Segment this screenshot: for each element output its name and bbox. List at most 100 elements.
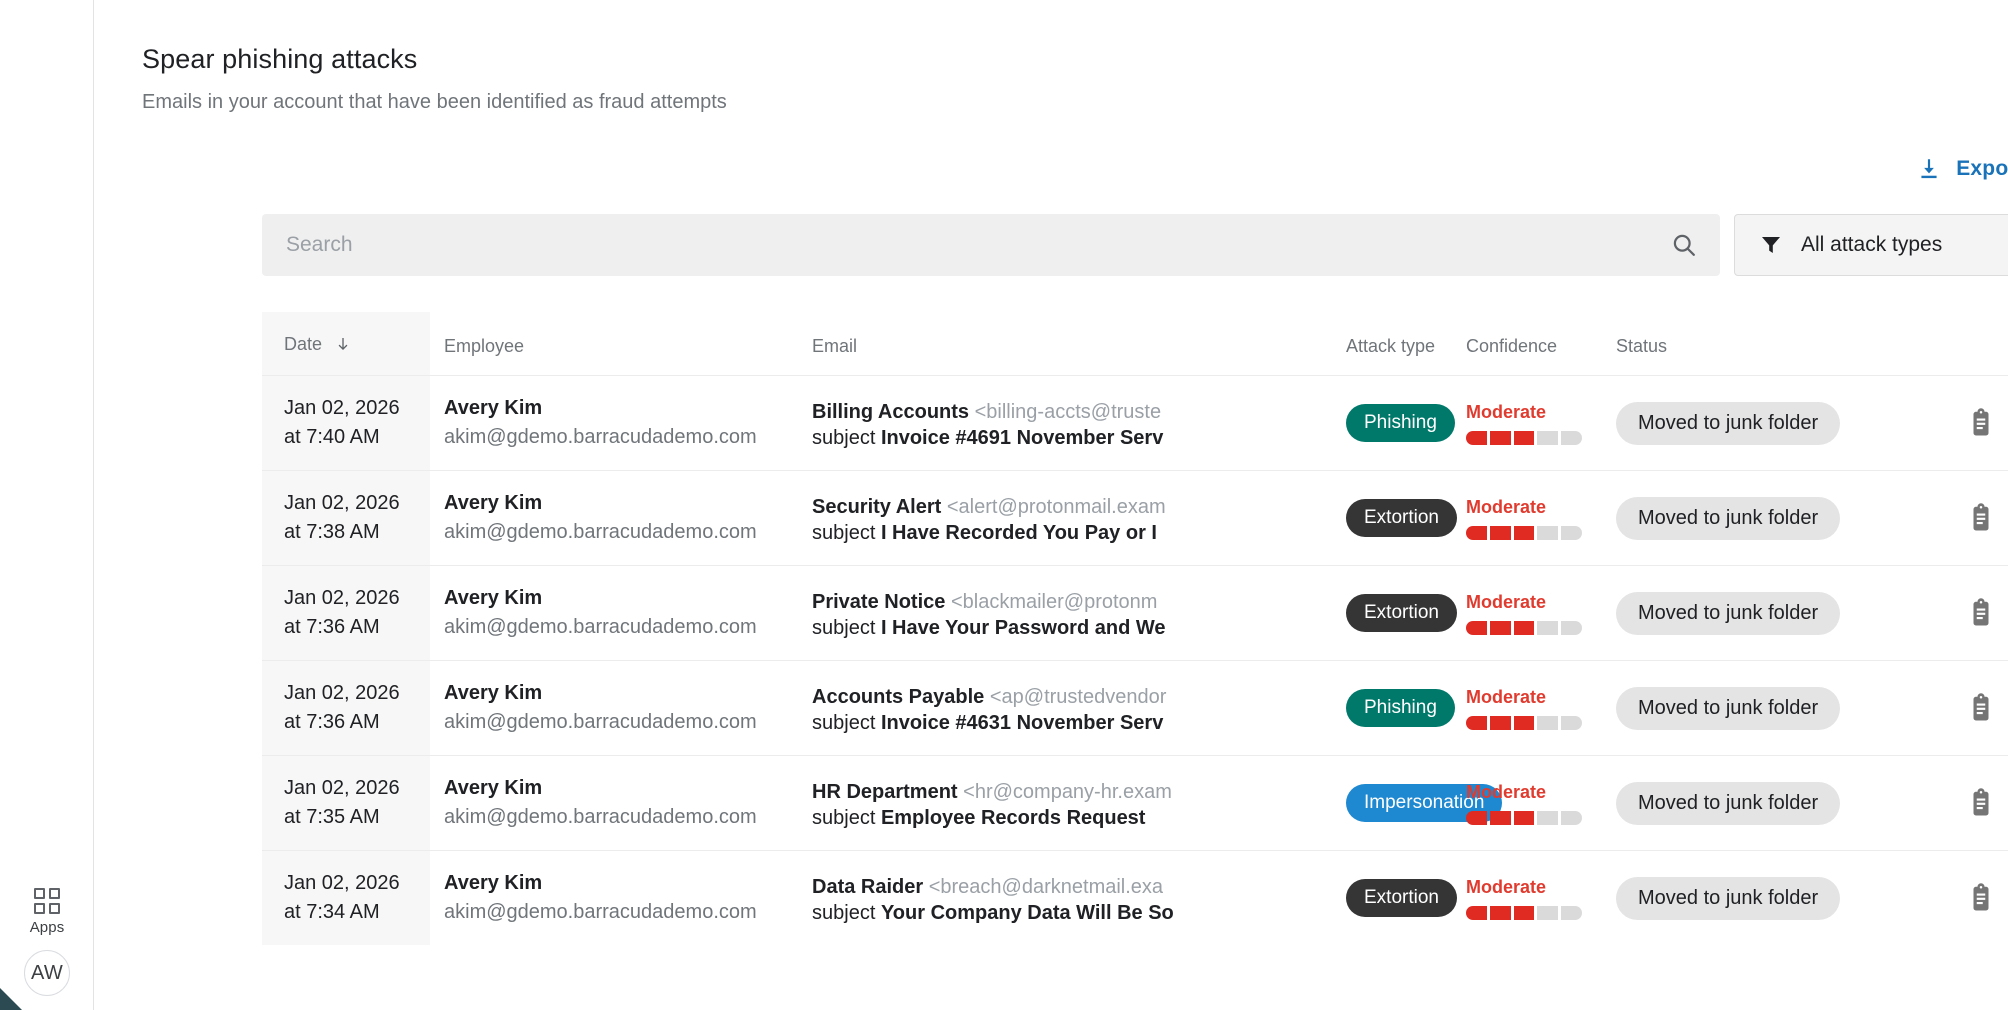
subject-label: subject bbox=[812, 521, 881, 544]
corner-accent bbox=[0, 988, 22, 1010]
cell-email: Security Alert <alert@protonmail.exam sub… bbox=[798, 470, 1346, 566]
confidence-segment bbox=[1489, 430, 1511, 445]
column-header-date[interactable]: Date bbox=[262, 312, 430, 376]
table-row[interactable]: Jan 02, 2026 at 7:36 AM Avery Kim akim@gdem… bbox=[262, 565, 2008, 661]
date-line-2: at 7:35 AM bbox=[284, 806, 380, 828]
column-header-confidence[interactable]: Confidence bbox=[1466, 336, 1558, 356]
clipboard-report-icon[interactable] bbox=[1966, 883, 1996, 913]
employee-email: akim@gdemo.barracudademo.com bbox=[444, 711, 757, 733]
cell-status: Moved to junk folder bbox=[1616, 470, 1936, 566]
search-box[interactable] bbox=[262, 214, 1720, 276]
confidence-label: Moderate bbox=[1466, 401, 1547, 422]
export-row: Export to CSV bbox=[94, 156, 2008, 182]
email-clip: Accounts Payable <ap@trustedvendor subjec… bbox=[812, 682, 1334, 735]
cell-actions bbox=[1936, 375, 2008, 471]
cell-confidence: Moderate bbox=[1466, 375, 1616, 471]
email-sender-name: HR Department bbox=[812, 780, 964, 803]
email-clip: Security Alert <alert@protonmail.exam sub… bbox=[812, 492, 1334, 545]
confidence-segment bbox=[1561, 715, 1582, 730]
cell-actions bbox=[1936, 470, 2008, 566]
status-badge: Moved to junk folder bbox=[1616, 591, 1841, 635]
email-sender-line: Data Raider <breach@darknetmail.exa bbox=[812, 872, 1334, 902]
table-row[interactable]: Jan 02, 2026 at 7:36 AM Avery Kim akim@gdem… bbox=[262, 660, 2008, 756]
table-row[interactable]: Jan 02, 2026 at 7:35 AM Avery Kim akim@gdem… bbox=[262, 755, 2008, 851]
confidence-label: Moderate bbox=[1466, 686, 1547, 707]
search-input[interactable] bbox=[286, 233, 1670, 257]
email-subject: Employee Records Request bbox=[880, 806, 1146, 829]
search-icon[interactable] bbox=[1670, 231, 1698, 259]
attack-type-badge: Phishing bbox=[1346, 404, 1455, 442]
email-sender-address: <ap@trustedvendor bbox=[989, 685, 1167, 708]
confidence-meter bbox=[1466, 430, 1582, 445]
confidence-segment bbox=[1466, 905, 1487, 920]
employee-name: Avery Kim bbox=[444, 492, 543, 514]
clipboard-report-icon[interactable] bbox=[1966, 408, 1996, 438]
cell-actions bbox=[1936, 565, 2008, 661]
download-icon bbox=[1916, 156, 1942, 182]
filters-bar: All attack types bbox=[94, 214, 2008, 276]
employee-name: Avery Kim bbox=[444, 777, 543, 799]
clipboard-report-icon[interactable] bbox=[1966, 598, 1996, 628]
cell-status: Moved to junk folder bbox=[1616, 375, 1936, 471]
date-line-2: at 7:36 AM bbox=[284, 616, 380, 638]
subject-label: subject bbox=[812, 806, 881, 829]
confidence-segment bbox=[1489, 810, 1511, 825]
clipboard-report-icon[interactable] bbox=[1966, 693, 1996, 723]
employee-name: Avery Kim bbox=[444, 587, 543, 609]
email-clip: Billing Accounts <billing-accts@truste su… bbox=[812, 397, 1334, 450]
table-row[interactable]: Jan 02, 2026 at 7:38 AM Avery Kim akim@gdem… bbox=[262, 470, 2008, 566]
email-subject-line: subject I Have Your Password and We bbox=[812, 617, 1334, 640]
employee-email: akim@gdemo.barracudademo.com bbox=[444, 521, 757, 543]
cell-date: Jan 02, 2026 at 7:36 AM bbox=[262, 565, 430, 661]
email-subject-line: subject I Have Recorded You Pay or I bbox=[812, 522, 1334, 545]
table-row[interactable]: Jan 02, 2026 at 7:40 AM Avery Kim akim@gdem… bbox=[262, 375, 2008, 471]
column-header-email[interactable]: Email bbox=[812, 336, 858, 356]
email-sender-line: Billing Accounts <billing-accts@truste bbox=[812, 397, 1334, 427]
clipboard-report-icon[interactable] bbox=[1966, 788, 1996, 818]
date-line-2: at 7:34 AM bbox=[284, 901, 380, 923]
email-sender-line: Security Alert <alert@protonmail.exam bbox=[812, 492, 1334, 522]
attack-type-badge: Phishing bbox=[1346, 689, 1455, 727]
confidence-meter bbox=[1466, 525, 1582, 540]
sidebar-bottom-group: Apps AW bbox=[0, 888, 94, 996]
cell-email: Data Raider <breach@darknetmail.exa subje… bbox=[798, 850, 1346, 945]
row-actions bbox=[1936, 883, 2008, 913]
page-header: Spear phishing attacks Emails in your ac… bbox=[94, 0, 2008, 114]
confidence-segment bbox=[1537, 620, 1559, 635]
column-header-attack-type[interactable]: Attack type bbox=[1346, 336, 1436, 356]
apps-button[interactable]: Apps bbox=[30, 888, 65, 936]
email-sender-address: <billing-accts@truste bbox=[974, 400, 1162, 423]
email-sender-name: Data Raider bbox=[812, 875, 929, 898]
row-actions bbox=[1936, 503, 2008, 533]
email-subject: Invoice #4631 November Serv bbox=[880, 711, 1164, 734]
column-header-status[interactable]: Status bbox=[1616, 336, 1668, 356]
table-body: Jan 02, 2026 at 7:40 AM Avery Kim akim@gdem… bbox=[262, 375, 2008, 945]
avatar[interactable]: AW bbox=[24, 950, 70, 996]
confidence-segment bbox=[1537, 430, 1559, 445]
status-badge: Moved to junk folder bbox=[1616, 781, 1841, 825]
left-sidebar: Apps AW bbox=[0, 0, 94, 1010]
email-subject: I Have Recorded You Pay or I bbox=[880, 521, 1157, 544]
date-line-1: Jan 02, 2026 bbox=[284, 397, 400, 419]
cell-employee: Avery Kim akim@gdemo.barracudademo.com bbox=[430, 755, 798, 851]
row-actions bbox=[1936, 693, 2008, 723]
cell-actions bbox=[1936, 660, 2008, 756]
column-header-employee[interactable]: Employee bbox=[444, 336, 525, 356]
export-to-csv-button[interactable]: Export to CSV bbox=[1916, 156, 2008, 182]
cell-date: Jan 02, 2026 at 7:35 AM bbox=[262, 755, 430, 851]
date-line-1: Jan 02, 2026 bbox=[284, 777, 400, 799]
apps-label: Apps bbox=[29, 919, 65, 936]
email-sender-line: Private Notice <blackmailer@protonm bbox=[812, 587, 1334, 617]
cell-status: Moved to junk folder bbox=[1616, 660, 1936, 756]
confidence-segment bbox=[1513, 905, 1535, 920]
clipboard-report-icon[interactable] bbox=[1966, 503, 1996, 533]
email-sender-name: Security Alert bbox=[812, 495, 947, 518]
confidence-meter bbox=[1466, 620, 1582, 635]
confidence-label: Moderate bbox=[1466, 591, 1547, 612]
table-row[interactable]: Jan 02, 2026 at 7:34 AM Avery Kim akim@gdem… bbox=[262, 850, 2008, 945]
export-label: Export to CSV bbox=[1956, 157, 2008, 180]
cell-date: Jan 02, 2026 at 7:34 AM bbox=[262, 850, 430, 945]
attack-type-filter-dropdown[interactable]: All attack types bbox=[1734, 214, 2008, 276]
confidence-segment bbox=[1561, 430, 1582, 445]
subject-label: subject bbox=[812, 426, 881, 449]
